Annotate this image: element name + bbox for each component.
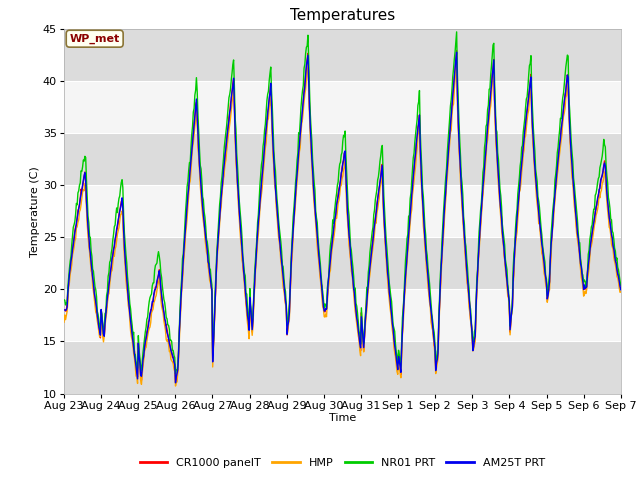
HMP (304, 56, 312, 61)
NR01 PRT (172, 371, 179, 377)
HMP (60, 319, 68, 325)
Line: HMP: HMP (64, 59, 621, 386)
AM25T PRT (452, 49, 460, 55)
CR1000 panelT (172, 379, 179, 385)
Line: CR1000 panelT: CR1000 panelT (64, 51, 621, 382)
NR01 PRT (214, 227, 222, 233)
NR01 PRT (127, 316, 135, 322)
HMP (127, 334, 135, 339)
Bar (64, 237, 621, 289)
CR1000 panelT (452, 48, 460, 54)
X-axis label: Time: Time (329, 413, 356, 423)
AM25T PRT (411, 156, 419, 162)
NR01 PRT (411, 140, 419, 145)
CR1000 panelT (185, 185, 193, 191)
NR01 PRT (452, 29, 460, 35)
Text: WP_met: WP_met (70, 34, 120, 44)
AM25T PRT (185, 185, 193, 191)
Legend: CR1000 panelT, HMP, NR01 PRT, AM25T PRT: CR1000 panelT, HMP, NR01 PRT, AM25T PRT (135, 454, 550, 473)
NR01 PRT (70, 222, 78, 228)
Title: Temperatures: Temperatures (290, 9, 395, 24)
CR1000 panelT (60, 308, 68, 313)
Bar (64, 81, 621, 133)
CR1000 panelT (70, 235, 78, 241)
CR1000 panelT (127, 324, 135, 330)
NR01 PRT (60, 297, 68, 302)
AM25T PRT (214, 237, 222, 242)
AM25T PRT (127, 324, 135, 330)
Y-axis label: Temperature (C): Temperature (C) (30, 166, 40, 257)
Bar (64, 29, 621, 81)
CR1000 panelT (428, 310, 435, 315)
Bar (64, 341, 621, 394)
AM25T PRT (617, 287, 625, 293)
NR01 PRT (185, 168, 193, 173)
AM25T PRT (70, 236, 78, 241)
CR1000 panelT (411, 159, 419, 165)
NR01 PRT (428, 303, 435, 309)
HMP (185, 193, 193, 199)
HMP (70, 244, 78, 250)
HMP (214, 243, 222, 249)
AM25T PRT (428, 308, 435, 313)
AM25T PRT (172, 380, 179, 386)
Line: NR01 PRT: NR01 PRT (64, 32, 621, 374)
NR01 PRT (617, 283, 625, 288)
HMP (172, 383, 179, 389)
AM25T PRT (60, 307, 68, 313)
HMP (412, 163, 419, 169)
Line: AM25T PRT: AM25T PRT (64, 52, 621, 383)
CR1000 panelT (617, 285, 625, 291)
Bar (64, 185, 621, 237)
Bar (64, 289, 621, 341)
CR1000 panelT (214, 235, 222, 241)
Bar (64, 133, 621, 185)
HMP (428, 324, 436, 329)
HMP (617, 289, 625, 295)
